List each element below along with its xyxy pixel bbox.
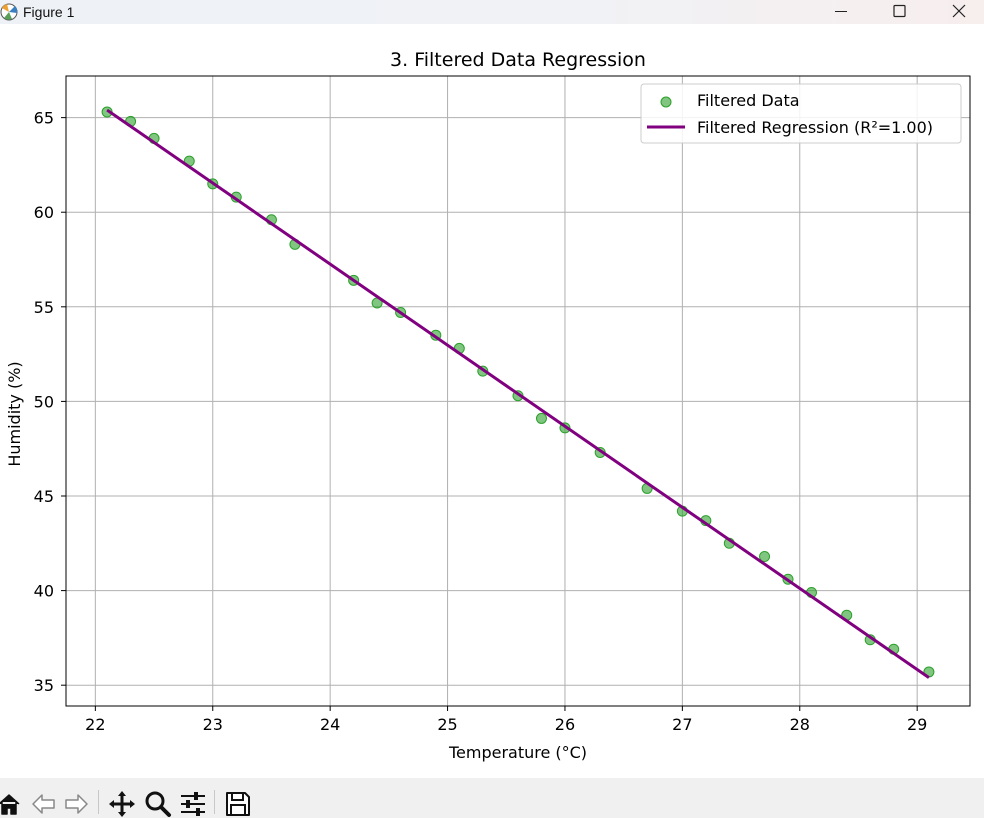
maximize-button[interactable]: [876, 0, 922, 24]
legend-box: [640, 83, 962, 144]
zoom-magnifier-icon: [145, 791, 171, 817]
y-axis-label: Humidity (%): [5, 361, 24, 466]
maximize-icon: [893, 4, 906, 18]
y-tick-label: 55: [34, 298, 54, 317]
toolbar-separator: [214, 790, 215, 814]
x-axis-label: Temperature (°C): [448, 743, 587, 762]
home-icon: [0, 794, 20, 815]
x-tick-label: 27: [672, 715, 692, 734]
save-floppy-icon: [226, 792, 250, 816]
minimize-button[interactable]: [818, 0, 864, 24]
legend-scatter-marker: [660, 96, 672, 108]
axis-ticks: 22 23 24 25 26 27 28 29 35 40 45 50 55 60 65: [34, 109, 928, 734]
forward-button[interactable]: [62, 790, 90, 818]
y-tick-label: 50: [34, 392, 54, 411]
x-tick-label: 22: [85, 715, 105, 734]
chart-title: 3. Filtered Data Regression: [390, 49, 646, 71]
regression-line: [106, 108, 930, 679]
grid-lines: [66, 76, 970, 706]
y-tick-label: 35: [34, 676, 54, 695]
forward-arrow-icon: [65, 794, 88, 814]
figure-canvas: 3. Filtered Data Regression Temperature …: [5, 49, 971, 762]
close-icon: [952, 4, 966, 18]
x-tick-label: 25: [437, 715, 457, 734]
x-tick-label: 24: [320, 715, 340, 734]
y-tick-label: 45: [34, 487, 54, 506]
data-layer: [101, 106, 935, 679]
scatter-point: [759, 551, 771, 563]
pan-move-icon: [109, 791, 135, 817]
back-button[interactable]: [30, 790, 58, 818]
y-tick-label: 60: [34, 203, 54, 222]
minimize-icon: [835, 11, 847, 12]
x-tick-label: 28: [790, 715, 810, 734]
scatter-point: [535, 412, 547, 424]
navigation-toolbar: [0, 778, 984, 818]
window-title: Figure 1: [23, 4, 75, 20]
y-tick-label: 65: [34, 109, 54, 128]
pan-button[interactable]: [108, 790, 136, 818]
window-titlebar: Figure 1: [0, 0, 984, 24]
legend: Filtered Data Filtered Regression (R²=1.…: [640, 83, 962, 144]
axes-frame: [65, 75, 971, 707]
legend-label-filtered-data: Filtered Data: [697, 91, 800, 110]
x-tick-label: 29: [907, 715, 927, 734]
configure-subplots-icon: [181, 792, 205, 816]
x-tick-label: 26: [555, 715, 575, 734]
zoom-button[interactable]: [144, 790, 172, 818]
back-arrow-icon: [32, 794, 55, 814]
save-button[interactable]: [224, 790, 252, 818]
toolbar-separator: [98, 790, 99, 814]
y-tick-label: 40: [34, 582, 54, 601]
legend-label-regression: Filtered Regression (R²=1.00): [697, 118, 933, 137]
x-tick-label: 23: [203, 715, 223, 734]
configure-subplots-button[interactable]: [179, 790, 207, 818]
home-button[interactable]: [0, 790, 25, 818]
close-button[interactable]: [936, 0, 982, 24]
matplotlib-app-icon: [0, 3, 18, 21]
